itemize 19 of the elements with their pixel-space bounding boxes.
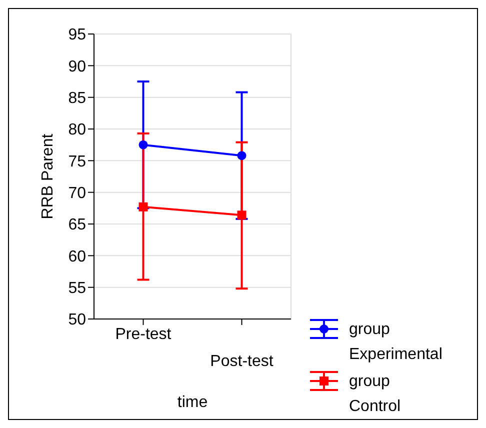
y-tick-label: 60	[68, 248, 86, 266]
y-tick-label: 85	[68, 90, 86, 108]
y-tick-label: 55	[68, 280, 86, 298]
y-tick-label: 65	[68, 216, 86, 234]
point	[138, 202, 148, 212]
x-axis-title: time	[177, 394, 208, 411]
point	[237, 210, 246, 220]
y-tick-label: 75	[68, 153, 86, 170]
y-tick-label: 90	[68, 58, 86, 76]
point	[138, 140, 148, 150]
y-tick-label: 80	[68, 122, 86, 139]
x-tick-label: Pre-test	[115, 326, 172, 343]
y-tick-label: 50	[68, 312, 86, 329]
x-tick-label: Post-test	[210, 353, 274, 370]
y-axis-title: RRB Parent	[40, 133, 57, 220]
y-tick-label: 70	[68, 185, 86, 202]
point	[237, 151, 246, 160]
legend-label: group Control	[349, 372, 402, 417]
y-tick-label: 95	[68, 26, 86, 44]
